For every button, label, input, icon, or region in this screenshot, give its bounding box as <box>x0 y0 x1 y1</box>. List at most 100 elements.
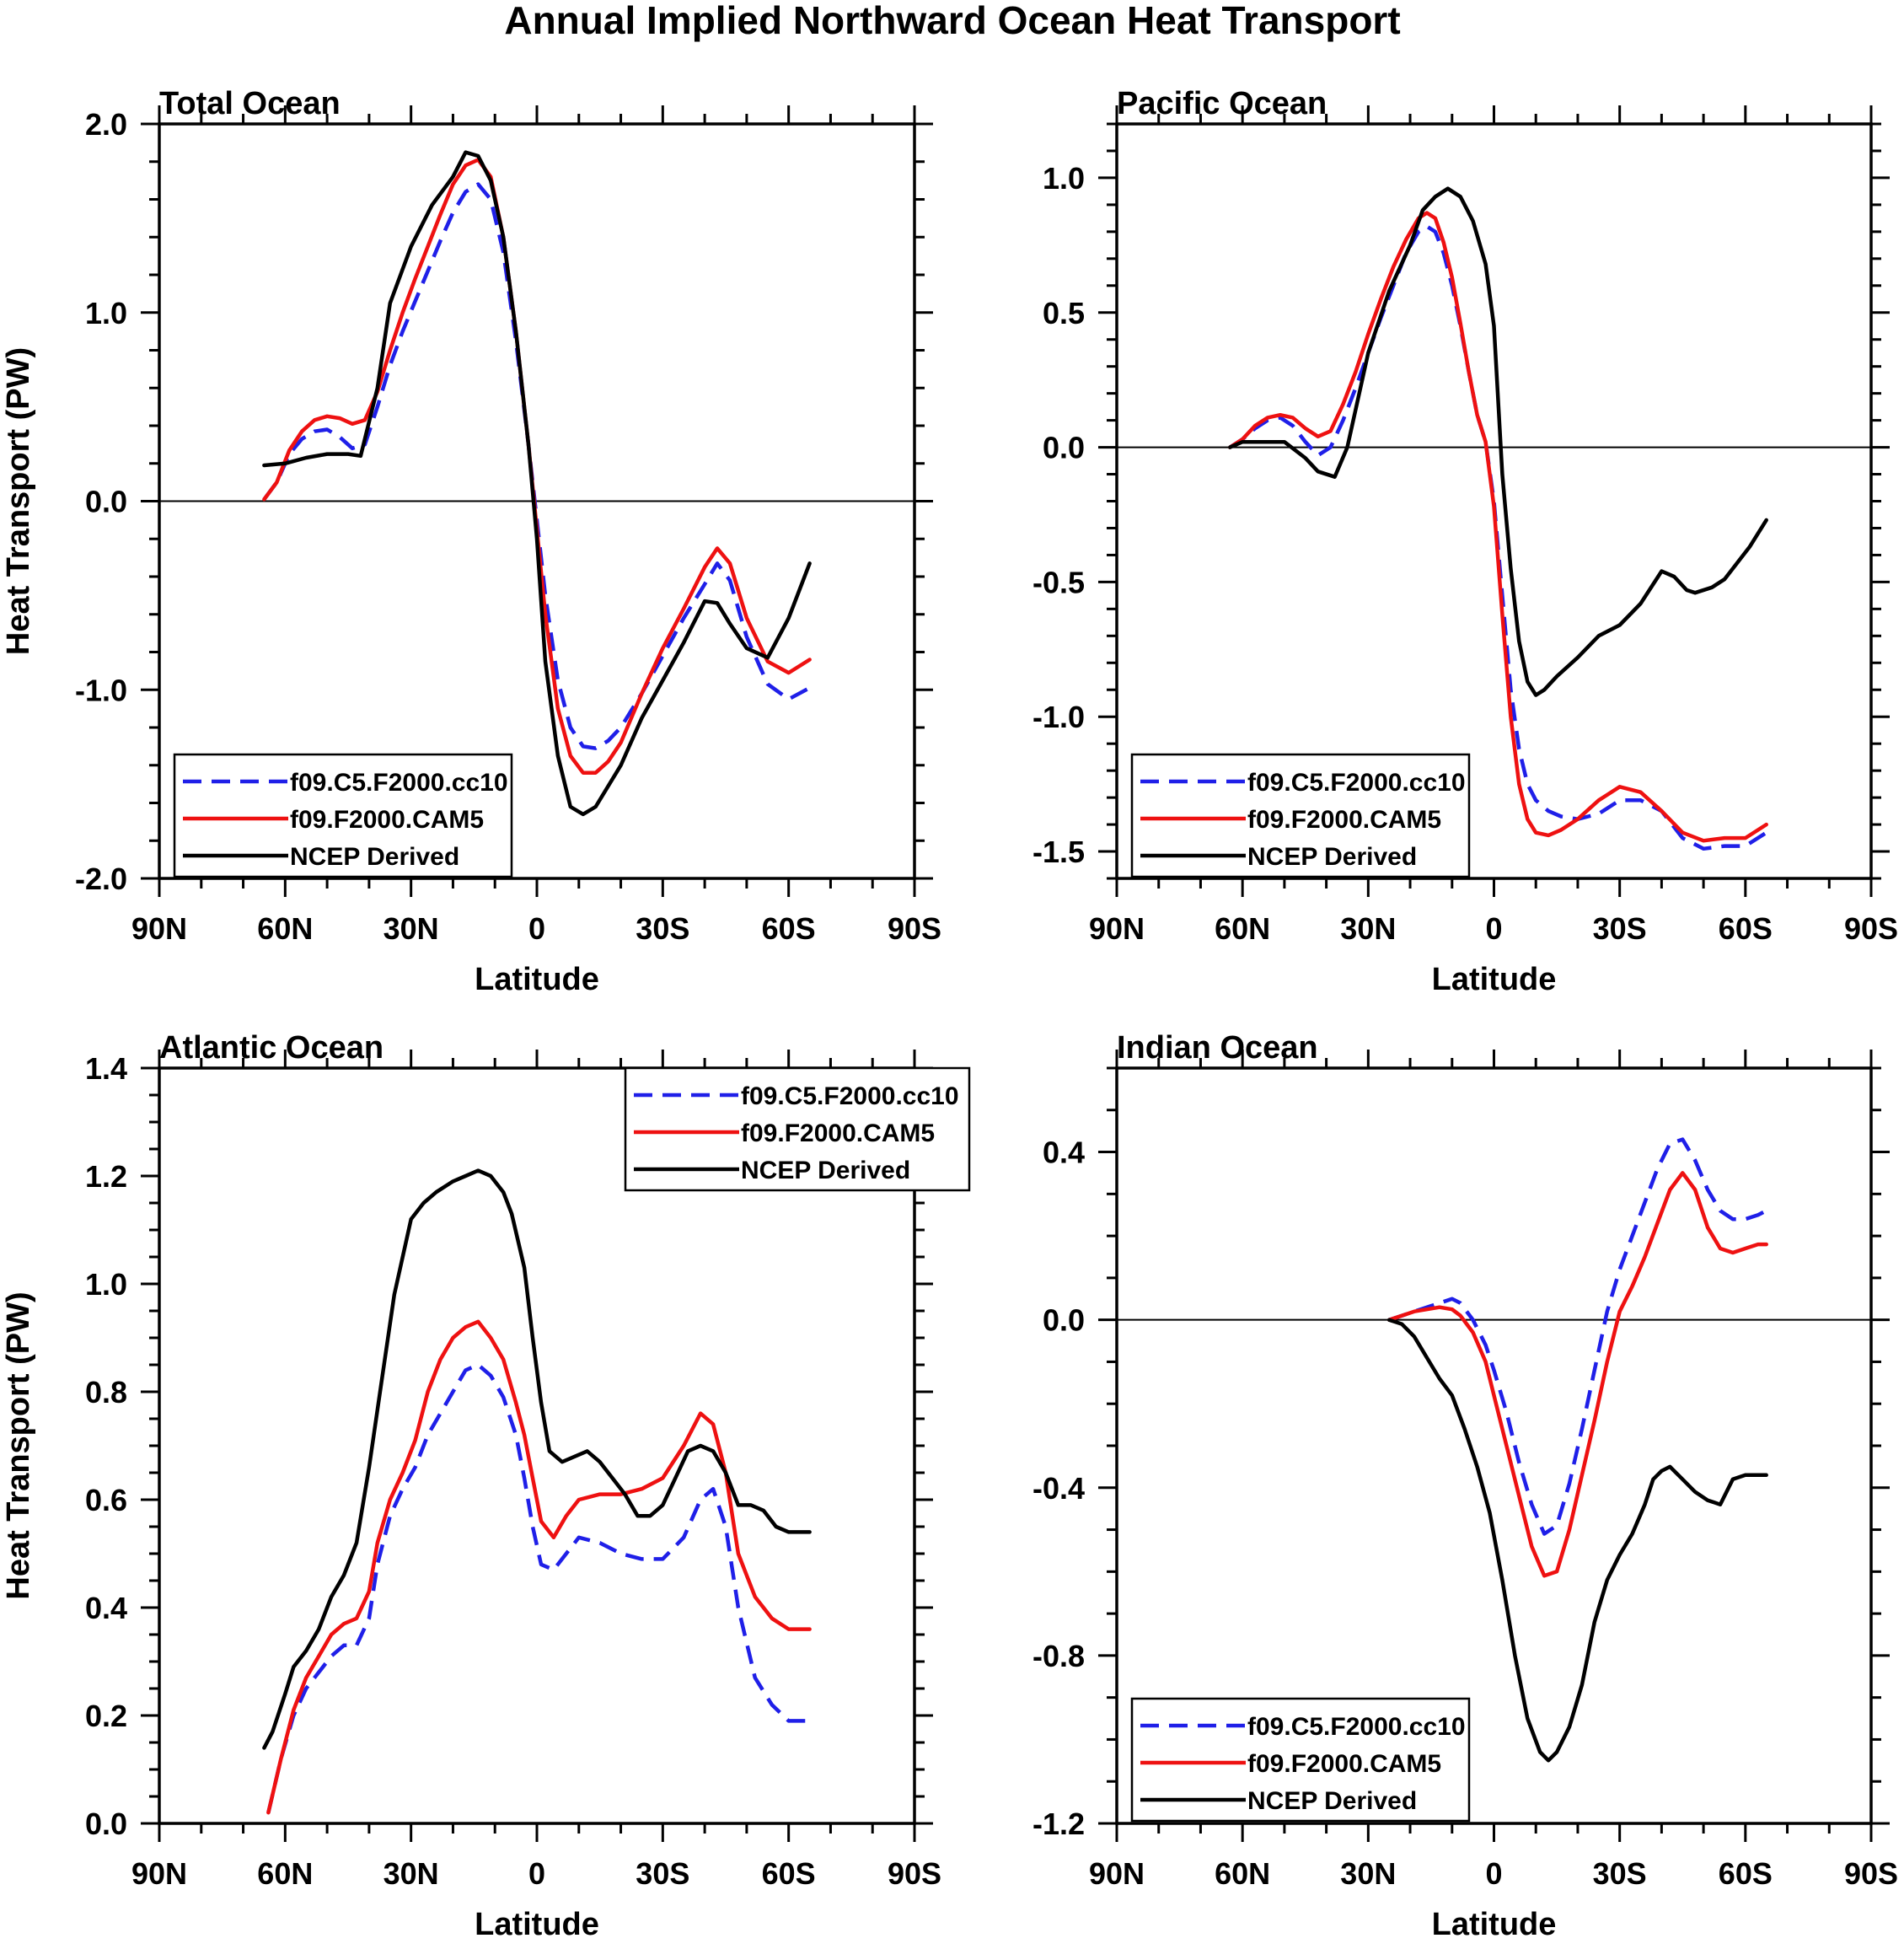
x-tick-label: 30S <box>1593 1856 1647 1891</box>
legend-label-cc10: f09.C5.F2000.cc10 <box>1247 1713 1466 1741</box>
y-tick-label: 1.0 <box>85 296 127 330</box>
x-axis-label: Latitude <box>1432 962 1557 997</box>
legend-label-cam5: f09.F2000.CAM5 <box>1247 806 1441 834</box>
series-line-cam5 <box>266 1319 812 1815</box>
legend-label-cc10: f09.C5.F2000.cc10 <box>741 1082 959 1110</box>
x-tick-label: 90N <box>1089 1856 1145 1891</box>
x-tick-label: 30N <box>1340 1856 1396 1891</box>
y-tick-label: 0.0 <box>85 1807 127 1841</box>
x-axis-label: Latitude <box>475 962 599 997</box>
x-tick-label: 30S <box>636 911 689 946</box>
x-tick-label: 0 <box>1485 911 1502 946</box>
y-tick-label: 0.0 <box>85 485 127 519</box>
figure-title: Annual Implied Northward Ocean Heat Tran… <box>504 0 1400 42</box>
y-tick-label: -1.0 <box>75 673 127 707</box>
y-tick-label: 0.5 <box>1043 296 1085 330</box>
y-tick-label: -2.0 <box>75 862 127 896</box>
series-group <box>262 150 812 817</box>
legend-label-cam5: f09.F2000.CAM5 <box>741 1119 935 1147</box>
x-tick-label: 0 <box>1485 1856 1502 1891</box>
series-line-cam5 <box>1228 211 1768 843</box>
x-tick-label: 60N <box>257 911 313 946</box>
series-group <box>262 1168 812 1815</box>
y-tick-label: 0.6 <box>85 1483 127 1517</box>
legend-label-cc10: f09.C5.F2000.cc10 <box>1247 769 1466 797</box>
y-tick-label: -0.5 <box>1032 565 1085 599</box>
x-tick-label: 90S <box>888 911 941 946</box>
y-tick-label: -0.4 <box>1032 1471 1085 1506</box>
series-line-ncep <box>262 150 812 817</box>
y-tick-label: 0.8 <box>85 1375 127 1409</box>
series-line-ncep <box>262 1168 812 1750</box>
legend-label-cc10: f09.C5.F2000.cc10 <box>290 769 508 797</box>
y-tick-label: 2.0 <box>85 107 127 142</box>
y-axis-label: Heat Transport (PW) <box>1 347 36 655</box>
x-tick-label: 60S <box>762 911 816 946</box>
y-tick-label: -0.8 <box>1032 1639 1085 1673</box>
series-line-cc10 <box>266 1362 810 1813</box>
panel-0: Total Ocean 90N 60N 30N 0 30S 60S 90S -2.0 -1.0 0.… <box>1 86 941 997</box>
x-tick-label: 90S <box>888 1856 941 1891</box>
x-tick-label: 90N <box>1089 911 1145 946</box>
y-tick-label: 0.0 <box>1043 431 1085 465</box>
x-tick-label: 90S <box>1844 911 1898 946</box>
series-line-cc10 <box>262 182 811 750</box>
y-tick-label: -1.2 <box>1032 1807 1085 1841</box>
x-tick-label: 60S <box>1719 911 1773 946</box>
x-tick-label: 60N <box>1215 911 1270 946</box>
y-tick-label: 0.4 <box>1043 1136 1085 1170</box>
y-tick-label: 1.2 <box>85 1159 127 1194</box>
legend-label-ncep: NCEP Derived <box>1247 843 1417 871</box>
x-tick-label: 30N <box>1340 911 1396 946</box>
series-line-ncep <box>1386 1318 1768 1763</box>
panel-title: Indian Ocean <box>1117 1030 1318 1066</box>
x-axis-label: Latitude <box>1432 1907 1557 1942</box>
x-tick-label: 60N <box>1215 1856 1270 1891</box>
x-tick-label: 60N <box>257 1856 313 1891</box>
x-tick-label: 90N <box>131 1856 187 1891</box>
y-tick-label: 0.0 <box>1043 1303 1085 1338</box>
legend-label-ncep: NCEP Derived <box>290 843 459 871</box>
x-tick-label: 0 <box>528 1856 545 1891</box>
panel-title: Atlantic Ocean <box>159 1030 383 1066</box>
panel-3: Indian Ocean 90N 60N 30N 0 30S 60S 90S -1.2 -0.8 -… <box>1032 1030 1898 1942</box>
panels: Total Ocean 90N 60N 30N 0 30S 60S 90S -2.0 -1.0 0.… <box>1 86 1898 1942</box>
panel-title: Pacific Ocean <box>1117 86 1327 121</box>
x-tick-label: 30N <box>383 911 439 946</box>
x-tick-label: 30S <box>636 1856 689 1891</box>
series-line-cam5 <box>1386 1171 1768 1578</box>
y-tick-label: 1.0 <box>1043 161 1085 196</box>
y-tick-label: 1.0 <box>85 1267 127 1302</box>
series-line-cc10 <box>1388 1137 1767 1536</box>
y-tick-label: -1.0 <box>1032 700 1085 734</box>
series-group <box>1228 186 1768 851</box>
legend: f09.C5.F2000.cc10 f09.F2000.CAM5 NCEP Deri… <box>1130 1697 1471 1823</box>
x-tick-label: 0 <box>528 911 545 946</box>
panel-title: Total Ocean <box>159 86 341 121</box>
y-tick-label: 1.4 <box>85 1051 127 1086</box>
x-tick-label: 90S <box>1844 1856 1898 1891</box>
x-tick-label: 30N <box>383 1856 439 1891</box>
x-tick-label: 60S <box>1719 1856 1773 1891</box>
legend-label-ncep: NCEP Derived <box>741 1157 910 1184</box>
x-tick-label: 60S <box>762 1856 816 1891</box>
panel-1: Pacific Ocean 90N 60N 30N 0 30S 60S 90S -1.5 -1.0… <box>1032 86 1898 997</box>
series-group <box>1386 1137 1768 1763</box>
legend-label-cam5: f09.F2000.CAM5 <box>290 806 484 834</box>
legend: f09.C5.F2000.cc10 f09.F2000.CAM5 NCEP Deri… <box>1130 753 1471 878</box>
y-axis-label: Heat Transport (PW) <box>1 1291 36 1599</box>
x-tick-label: 30S <box>1593 911 1647 946</box>
y-tick-label: 0.2 <box>85 1699 127 1733</box>
legend-label-cam5: f09.F2000.CAM5 <box>1247 1750 1441 1778</box>
series-line-cam5 <box>262 158 812 775</box>
legend-label-ncep: NCEP Derived <box>1247 1787 1417 1815</box>
legend: f09.C5.F2000.cc10 f09.F2000.CAM5 NCEP Deri… <box>624 1066 971 1192</box>
y-tick-label: 0.4 <box>85 1591 127 1625</box>
panel-2: Atlantic Ocean 90N 60N 30N 0 30S 60S 90S 0.0 0.2 0… <box>1 1030 971 1942</box>
legend: f09.C5.F2000.cc10 f09.F2000.CAM5 NCEP Deri… <box>173 753 513 878</box>
x-tick-label: 90N <box>131 911 187 946</box>
series-line-ncep <box>1228 186 1768 697</box>
x-axis-label: Latitude <box>475 1907 599 1942</box>
y-tick-label: -1.5 <box>1032 835 1085 869</box>
